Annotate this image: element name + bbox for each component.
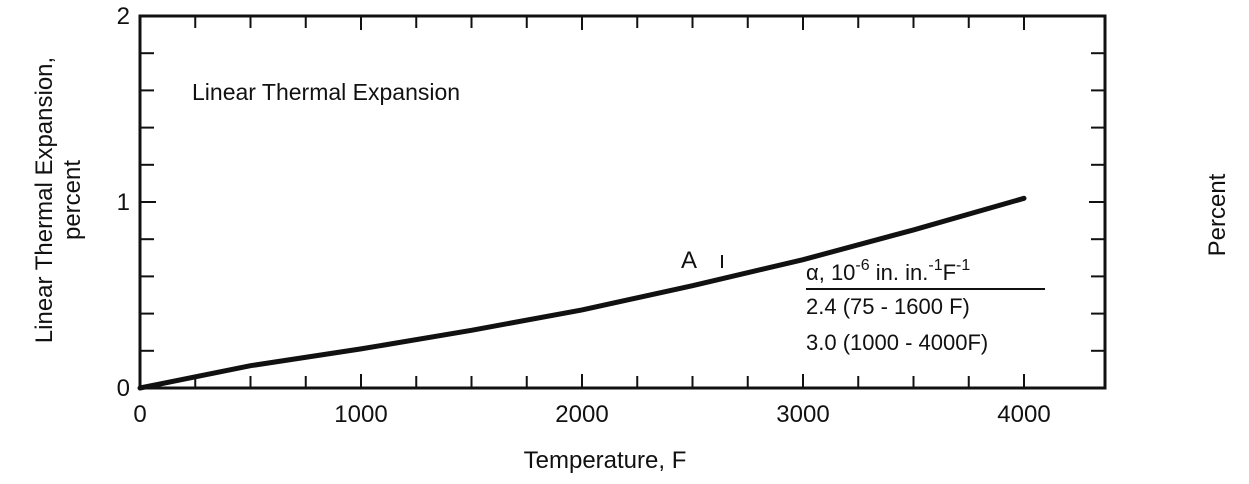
- x-tick-label: 3000: [776, 401, 829, 428]
- y-tick-label: 0: [117, 375, 130, 402]
- series-line-a: [137, 195, 1027, 391]
- right-axis-label: Percent: [1204, 173, 1231, 256]
- y-axis-title-line1: Linear Thermal Expansion,: [31, 57, 58, 343]
- y-tick-label: 1: [117, 189, 130, 216]
- curve-label-a: A: [681, 247, 697, 274]
- chart-title: Linear Thermal Expansion: [192, 79, 460, 105]
- alpha-row-1: 2.4 (75 - 1600 F): [806, 294, 970, 319]
- x-tick-label: 4000: [997, 401, 1050, 428]
- tick-marks: [140, 16, 1105, 388]
- x-tick-label: 2000: [555, 401, 608, 428]
- x-tick-label: 1000: [334, 401, 387, 428]
- alpha-header: α, 10-6 in. in.-1F-1: [806, 257, 970, 285]
- x-axis-title: Temperature, F: [524, 447, 687, 474]
- y-axis-title-line2: percent: [59, 160, 86, 240]
- y-tick-label: 2: [117, 3, 130, 30]
- alpha-row-2: 3.0 (1000 - 4000F): [806, 330, 988, 355]
- tick-labels: 0 1000 2000 3000 4000 0 1 2: [117, 3, 1051, 428]
- x-tick-label: 0: [133, 401, 146, 428]
